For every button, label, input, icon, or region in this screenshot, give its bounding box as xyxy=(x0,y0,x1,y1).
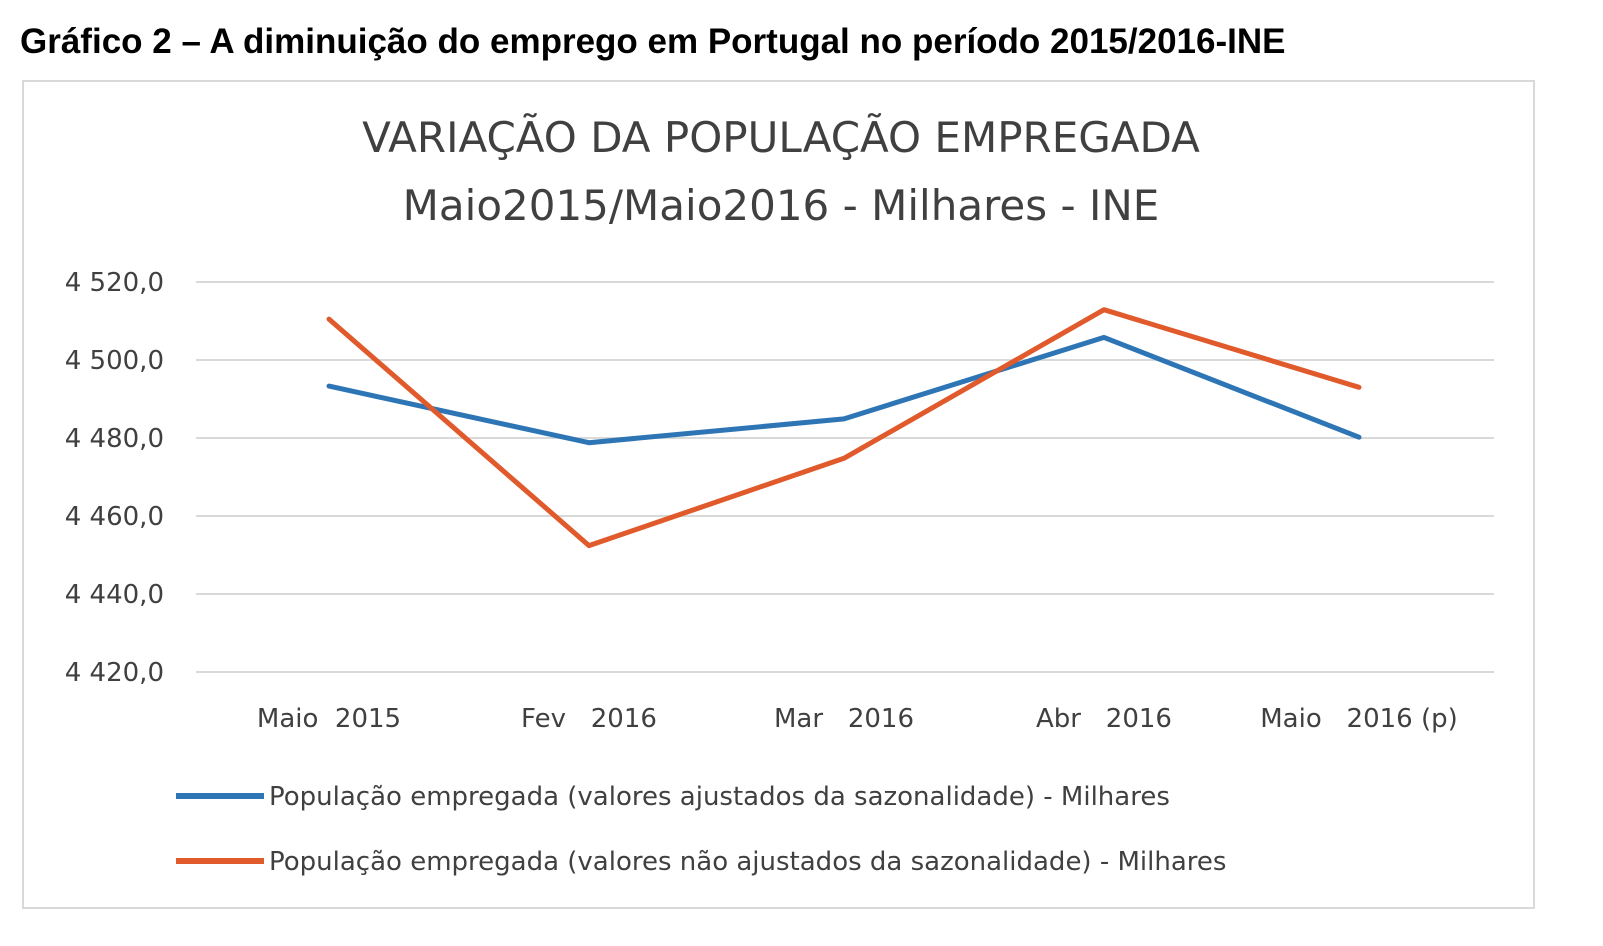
y-tick-label: 4 420,0 xyxy=(65,658,164,688)
figure-caption: Gráfico 2 – A diminuição do emprego em P… xyxy=(20,22,1286,61)
x-tick-label: Abr 2016 xyxy=(1036,704,1172,734)
x-tick-label: Mar 2016 xyxy=(774,704,914,734)
series-line-1 xyxy=(326,334,1362,446)
legend-label: População empregada (valores não ajustad… xyxy=(269,847,1226,877)
y-tick-label: 4 500,0 xyxy=(65,346,164,376)
y-tick-label: 4 480,0 xyxy=(65,424,164,454)
chart-frame: VARIAÇÃO DA POPULAÇÃO EMPREGADA Maio2015/… xyxy=(22,80,1535,909)
legend-label: População empregada (valores ajustados d… xyxy=(269,782,1170,812)
line-chart: VARIAÇÃO DA POPULAÇÃO EMPREGADA Maio2015/… xyxy=(65,112,1494,877)
x-tick-label: Maio 2015 xyxy=(257,704,401,734)
x-tick-label: Fev 2016 xyxy=(521,704,657,734)
y-tick-label: 4 460,0 xyxy=(65,502,164,532)
x-axis-tick-labels: Maio 2015 Fev 2016 Mar 2016 Abr 2016 Maio 20… xyxy=(257,704,1458,734)
y-tick-label: 4 520,0 xyxy=(65,268,164,298)
y-tick-label: 4 440,0 xyxy=(65,580,164,610)
y-axis-tick-labels: 4 420,0 4 440,0 4 460,0 4 480,0 4 500,0 4 520… xyxy=(65,268,164,688)
x-tick-label: Maio 2016 (p) xyxy=(1260,704,1458,734)
chart-title: VARIAÇÃO DA POPULAÇÃO EMPREGADA Maio2015/… xyxy=(362,112,1200,230)
chart-title-line-1: VARIAÇÃO DA POPULAÇÃO EMPREGADA xyxy=(362,112,1200,162)
series-line-2 xyxy=(326,307,1362,549)
gridlines xyxy=(196,281,1494,673)
series-lines xyxy=(326,307,1362,549)
legend: População empregada (valores ajustados d… xyxy=(176,782,1226,877)
chart-title-line-2: Maio2015/Maio2016 - Milhares - INE xyxy=(403,181,1160,230)
